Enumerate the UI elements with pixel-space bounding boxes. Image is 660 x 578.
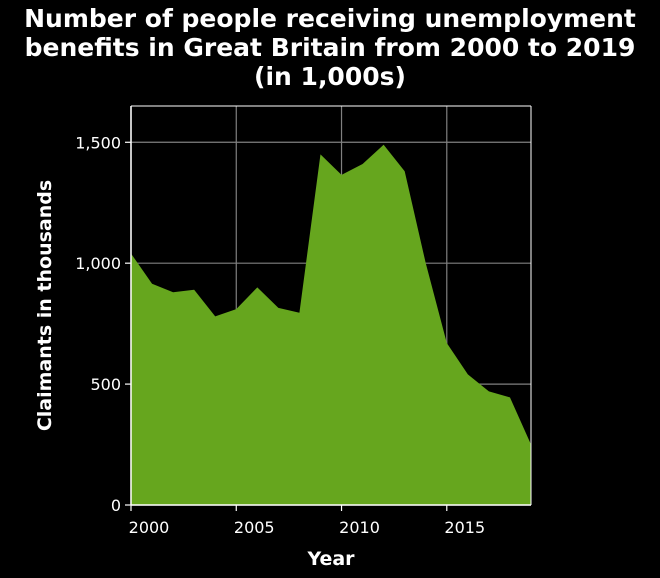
area-fill: [131, 144, 531, 505]
y-tick-label: 1,000: [75, 254, 121, 273]
chart-title-line: benefits in Great Britain from 2000 to 2…: [24, 33, 636, 62]
y-tick-label: 0: [111, 496, 121, 515]
y-tick-label: 1,500: [75, 133, 121, 152]
y-tick-label: 500: [90, 375, 121, 394]
x-tick-label: 2015: [444, 518, 485, 537]
tick-labels: 2000 2005 2010 2015 0 500 1,000 1,500: [75, 133, 485, 537]
area-series: [131, 144, 531, 505]
x-tick-label: 2010: [339, 518, 380, 537]
plot-frame: [130, 105, 532, 506]
x-tick-label: 2005: [234, 518, 275, 537]
chart-title-line: (in 1,000s): [254, 62, 406, 91]
chart-title-line: Number of people receiving unemployment: [24, 4, 636, 33]
chart-title: Number of people receiving unemployment …: [0, 4, 660, 91]
x-axis-label: Year: [306, 548, 355, 570]
x-tick-label: 2000: [129, 518, 170, 537]
y-axis-label: Claimants in thousands: [34, 180, 56, 431]
